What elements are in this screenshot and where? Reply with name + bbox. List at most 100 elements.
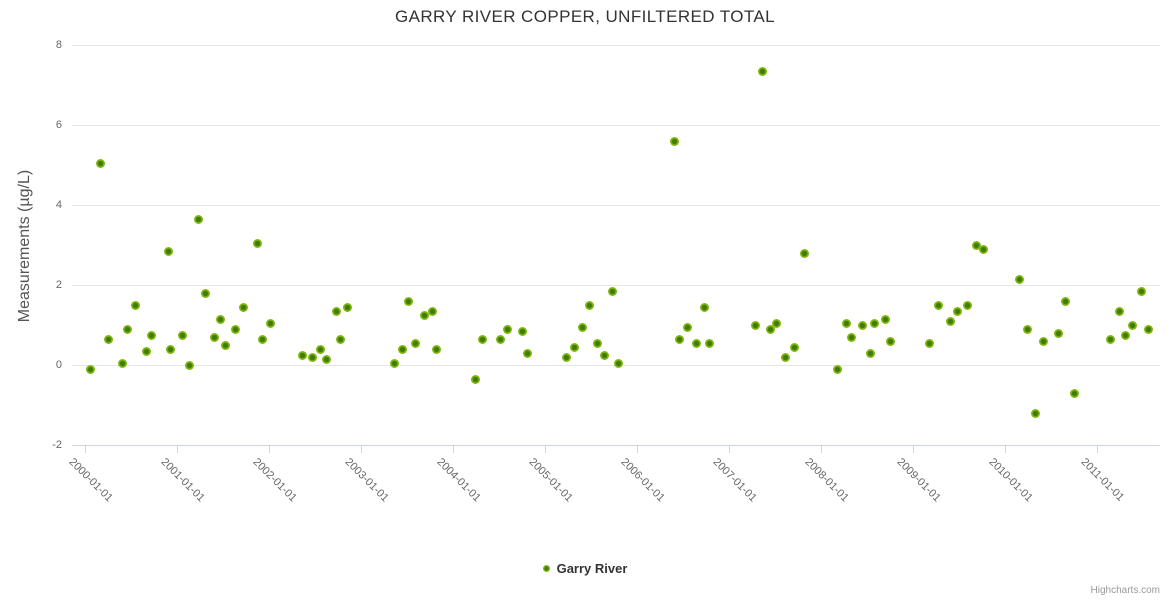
data-point[interactable] [165,344,175,354]
data-point[interactable] [239,302,249,312]
data-point[interactable] [316,344,325,354]
data-point[interactable] [1023,324,1033,334]
data-point[interactable] [953,306,963,316]
data-point[interactable] [253,238,263,248]
data-point[interactable] [104,334,114,344]
data-point[interactable] [799,248,809,258]
data-point[interactable] [1038,336,1048,346]
data-point[interactable] [496,334,506,344]
data-point[interactable] [194,214,204,224]
data-point[interactable] [886,336,896,346]
data-point[interactable] [857,320,867,330]
data-point[interactable] [692,338,702,348]
data-point[interactable] [841,318,851,328]
data-point[interactable] [221,340,231,350]
data-point[interactable] [390,358,400,368]
data-point[interactable] [669,136,679,146]
legend-item-garry-river[interactable]: Garry River [542,561,627,576]
data-point[interactable] [343,302,353,312]
data-point[interactable] [503,324,513,334]
data-point[interactable] [1128,320,1138,330]
data-point[interactable] [1053,328,1063,338]
y-axis-label: 8 [55,39,62,51]
x-axis-line [72,445,1160,446]
data-point[interactable] [758,66,768,76]
data-point[interactable] [1115,306,1125,316]
data-point[interactable] [924,338,934,348]
data-point[interactable] [832,364,842,374]
data-point[interactable] [321,354,331,364]
data-point[interactable] [141,346,151,356]
data-point[interactable] [675,334,685,344]
data-point[interactable] [427,306,437,316]
data-point[interactable] [880,314,890,324]
data-point[interactable] [215,314,225,324]
data-point[interactable] [298,350,308,360]
data-point[interactable] [210,332,220,342]
data-point[interactable] [765,324,775,334]
data-point[interactable] [963,300,973,310]
data-point[interactable] [411,338,421,348]
data-point[interactable] [147,330,157,340]
data-point[interactable] [600,350,610,360]
credits-link[interactable]: Highcharts.com [1090,585,1160,596]
chart-title: GARRY RIVER COPPER, UNFILTERED TOTAL [395,7,775,26]
data-point[interactable] [751,320,760,330]
data-point[interactable] [577,322,587,332]
data-point[interactable] [307,352,317,362]
data-point[interactable] [477,334,487,344]
data-point[interactable] [1144,324,1154,334]
data-point[interactable] [1069,388,1079,398]
data-point[interactable] [201,288,211,298]
data-point[interactable] [266,318,276,328]
data-point[interactable] [789,342,799,352]
data-point[interactable] [870,318,880,328]
data-point[interactable] [971,240,981,250]
data-point[interactable] [569,342,579,352]
data-point[interactable] [122,324,132,334]
data-point[interactable] [608,286,618,296]
data-point[interactable] [1105,334,1115,344]
data-point[interactable] [164,246,174,256]
data-point[interactable] [1060,296,1070,306]
x-axis-tick [821,446,822,453]
data-point[interactable] [978,244,988,254]
data-point[interactable] [258,334,268,344]
data-point[interactable] [336,334,346,344]
data-point[interactable] [397,344,407,354]
data-point[interactable] [699,302,709,312]
data-point[interactable] [184,360,194,370]
legend-marker-icon [542,565,550,572]
data-point[interactable] [331,306,341,316]
data-point[interactable] [1014,274,1024,284]
data-point[interactable] [934,300,944,310]
data-point[interactable] [177,330,187,340]
data-point[interactable] [705,338,715,348]
data-point[interactable] [584,300,594,310]
data-point[interactable] [682,322,692,332]
data-point[interactable] [86,364,96,374]
data-point[interactable] [847,332,857,342]
data-point[interactable] [562,352,572,362]
data-point[interactable] [1120,330,1130,340]
data-point[interactable] [431,344,441,354]
data-point[interactable] [403,296,413,306]
data-point[interactable] [1137,286,1147,296]
data-point[interactable] [781,352,791,362]
data-point[interactable] [771,318,781,328]
data-point[interactable] [517,326,527,336]
data-point[interactable] [95,158,105,168]
data-point[interactable] [231,324,241,334]
data-point[interactable] [1031,408,1041,418]
data-point[interactable] [613,358,623,368]
data-point[interactable] [945,316,955,326]
y-axis-title: Measurements (µg/L) [16,169,33,323]
data-point[interactable] [419,310,429,320]
data-point[interactable] [523,348,533,358]
data-point[interactable] [471,374,481,384]
data-point[interactable] [592,338,602,348]
data-point[interactable] [118,358,128,368]
y-axis-label: 2 [55,279,62,291]
data-point[interactable] [865,348,875,358]
data-point[interactable] [131,300,141,310]
